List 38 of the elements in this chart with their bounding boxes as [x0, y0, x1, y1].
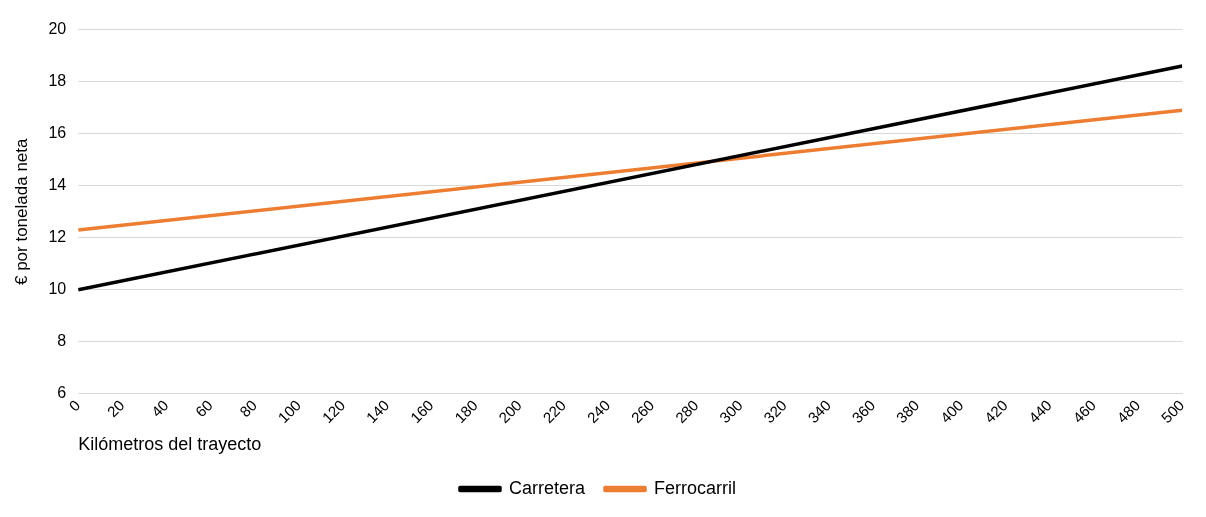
x-tick-label: 100 — [274, 396, 305, 427]
x-tick-label: 420 — [980, 396, 1011, 427]
x-tick-label: 440 — [1025, 396, 1055, 427]
x-tick-label: 20 — [103, 396, 128, 421]
x-tick-label: 140 — [362, 396, 393, 427]
x-tick-label: 200 — [495, 396, 525, 427]
y-tick-label: 6 — [57, 384, 67, 402]
x-tick-label: 180 — [450, 396, 481, 427]
y-tick-label: 20 — [48, 20, 67, 38]
x-tick-label: 240 — [583, 396, 614, 427]
x-tick-label: 280 — [671, 396, 702, 427]
x-tick-label: 160 — [406, 396, 437, 427]
x-tick-label: 60 — [191, 396, 216, 421]
x-tick-label: 320 — [760, 396, 790, 427]
x-tick-label: 340 — [804, 396, 835, 427]
y-tick-label: 8 — [57, 332, 67, 350]
y-tick-label: 12 — [48, 228, 67, 246]
x-axis-title: Kilómetros del trayecto — [78, 434, 262, 455]
x-tick-label: 480 — [1113, 396, 1144, 427]
legend-label: Ferrocarril — [654, 477, 737, 498]
y-axis-title: € por tonelada neta — [11, 137, 31, 286]
x-tick-label: 360 — [848, 396, 879, 427]
x-tick-label: 0 — [65, 396, 84, 415]
y-tick-label: 10 — [48, 280, 67, 298]
x-tick-label: 220 — [539, 396, 570, 427]
x-tick-label: 300 — [715, 396, 746, 427]
x-tick-label: 260 — [627, 396, 658, 427]
y-tick-label: 16 — [48, 124, 67, 142]
x-tick-label: 500 — [1157, 396, 1188, 427]
x-tick-label: 460 — [1069, 396, 1099, 427]
x-tick-label: 80 — [236, 396, 260, 421]
x-tick-label: 380 — [892, 396, 923, 427]
legend-label: Carretera — [508, 477, 586, 498]
x-tick-label: 120 — [318, 396, 349, 427]
x-tick-label: 40 — [147, 396, 172, 421]
y-tick-label: 18 — [48, 72, 67, 90]
x-tick-label: 400 — [936, 396, 967, 427]
y-tick-label: 14 — [48, 176, 67, 194]
